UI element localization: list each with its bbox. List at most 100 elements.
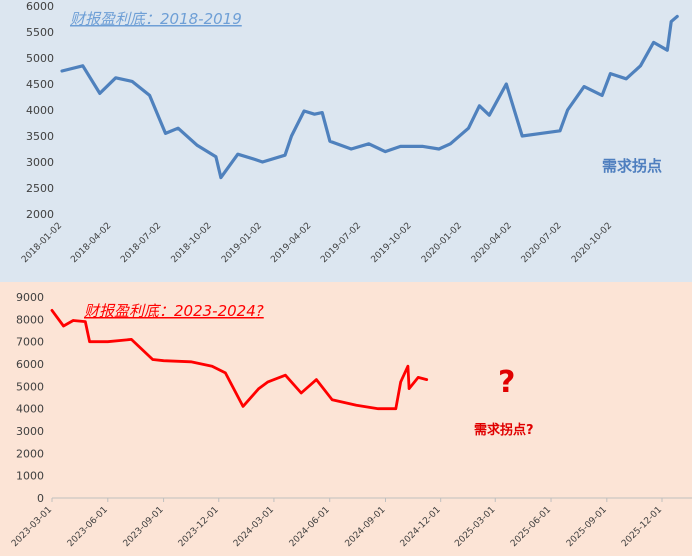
data-point (582, 85, 586, 88)
x-tick-label: 2019-10-02 (370, 221, 414, 265)
annotation-demand-inflection: 需求拐点 (602, 157, 662, 175)
x-tick-label: 2019-01-02 (220, 221, 264, 265)
y-tick-label: 2500 (26, 182, 54, 195)
data-point (421, 145, 425, 148)
data-point (467, 127, 470, 130)
data-point (114, 76, 117, 80)
data-point (367, 142, 370, 145)
data-point (521, 134, 524, 138)
data-point (558, 129, 562, 132)
series-line (60, 14, 679, 180)
y-tick-label: 4000 (16, 403, 44, 416)
y-tick-label: 3000 (26, 156, 54, 169)
chart-top: 财报盈利底：2018-2019 需求拐点 2000 2500 3000 3500 400… (20, 0, 679, 265)
x-tick-label: 2019-04-02 (269, 221, 313, 265)
y-tick-label: 5500 (26, 26, 54, 39)
data-point (162, 359, 165, 362)
data-point (539, 132, 542, 135)
data-point (106, 340, 110, 343)
data-point (241, 405, 245, 408)
data-point (666, 49, 669, 52)
data-point (609, 72, 612, 75)
data-point (302, 109, 306, 113)
data-point (257, 387, 260, 390)
data-point (219, 176, 223, 179)
data-point (84, 320, 87, 323)
series-line (50, 308, 429, 411)
y-tick-label: 2000 (26, 208, 54, 221)
y-tick-label: 6000 (26, 0, 54, 13)
data-point (130, 80, 134, 83)
data-point (355, 404, 358, 407)
data-point (313, 113, 316, 116)
data-point (148, 94, 151, 97)
data-point (505, 82, 508, 86)
y-tick-label: 3500 (26, 130, 54, 143)
y-tick-label: 5000 (26, 52, 54, 65)
x-tick-label: 2024-12-01 (399, 505, 443, 549)
data-point (176, 127, 180, 130)
data-point (164, 132, 167, 135)
data-point (670, 20, 673, 23)
data-point (600, 94, 604, 97)
chart-title-bottom: 财报盈利底：2023-2024? (84, 302, 264, 320)
data-point (283, 154, 287, 157)
data-point (449, 142, 452, 145)
x-tick-label: 2024-09-01 (344, 505, 388, 549)
data-point (330, 398, 334, 401)
y-tick-label: 4500 (26, 78, 54, 91)
data-point (151, 358, 154, 361)
x-tick-label: 2018-10-02 (170, 221, 214, 265)
data-point (676, 15, 679, 18)
data-point (98, 92, 102, 95)
x-tick-label: 2018-01-02 (20, 221, 64, 265)
data-point (437, 147, 441, 151)
y-tick-label: 9000 (16, 291, 44, 304)
chart-bottom: 财报盈利底：2023-2024? ? 需求拐点? 0 1000 2000 3000 40… (10, 291, 692, 549)
data-point (321, 111, 324, 114)
x-tick-label: 2020-04-02 (470, 221, 514, 265)
y-tick-label: 2000 (16, 447, 44, 460)
data-point (189, 360, 193, 363)
data-point (377, 407, 380, 410)
x-tick-label: 2024-06-01 (288, 505, 332, 549)
data-point (407, 387, 411, 390)
data-point (488, 114, 491, 117)
data-point (384, 150, 387, 153)
data-point (72, 319, 75, 322)
x-tick-label: 2025-03-01 (453, 505, 497, 549)
data-point (62, 324, 65, 328)
x-tick-label: 2020-01-02 (420, 221, 464, 265)
x-tick-label: 2023-09-01 (122, 505, 166, 549)
data-point (214, 155, 218, 158)
y-tick-label: 1000 (16, 470, 44, 483)
data-point (224, 371, 227, 375)
data-point (210, 365, 214, 368)
data-point (394, 407, 397, 410)
y-tick-label: 7000 (16, 336, 44, 349)
data-point (315, 378, 318, 381)
data-point (417, 376, 420, 379)
question-mark: ? (498, 365, 515, 400)
data-point (253, 158, 256, 161)
data-point (130, 338, 133, 341)
y-tick-label: 4000 (26, 104, 54, 117)
y-tick-label: 8000 (16, 313, 44, 326)
data-point (652, 41, 655, 44)
data-point (350, 147, 353, 151)
data-point (399, 145, 402, 148)
annotation-demand-inflection-question: 需求拐点? (474, 422, 534, 438)
x-tick-label: 2023-03-01 (10, 505, 54, 549)
y-tick-label: 6000 (16, 358, 44, 371)
data-point (284, 374, 287, 377)
data-point (566, 108, 569, 112)
data-point (425, 378, 428, 381)
x-tick-label: 2020-10-02 (570, 221, 614, 265)
chart-title-top: 财报盈利底：2018-2019 (70, 10, 242, 28)
data-point (266, 380, 270, 384)
data-point (625, 77, 628, 81)
y-tick-label: 3000 (16, 425, 44, 438)
data-point (236, 153, 239, 156)
x-tick-label: 2019-07-02 (319, 221, 363, 265)
data-point (50, 309, 54, 312)
